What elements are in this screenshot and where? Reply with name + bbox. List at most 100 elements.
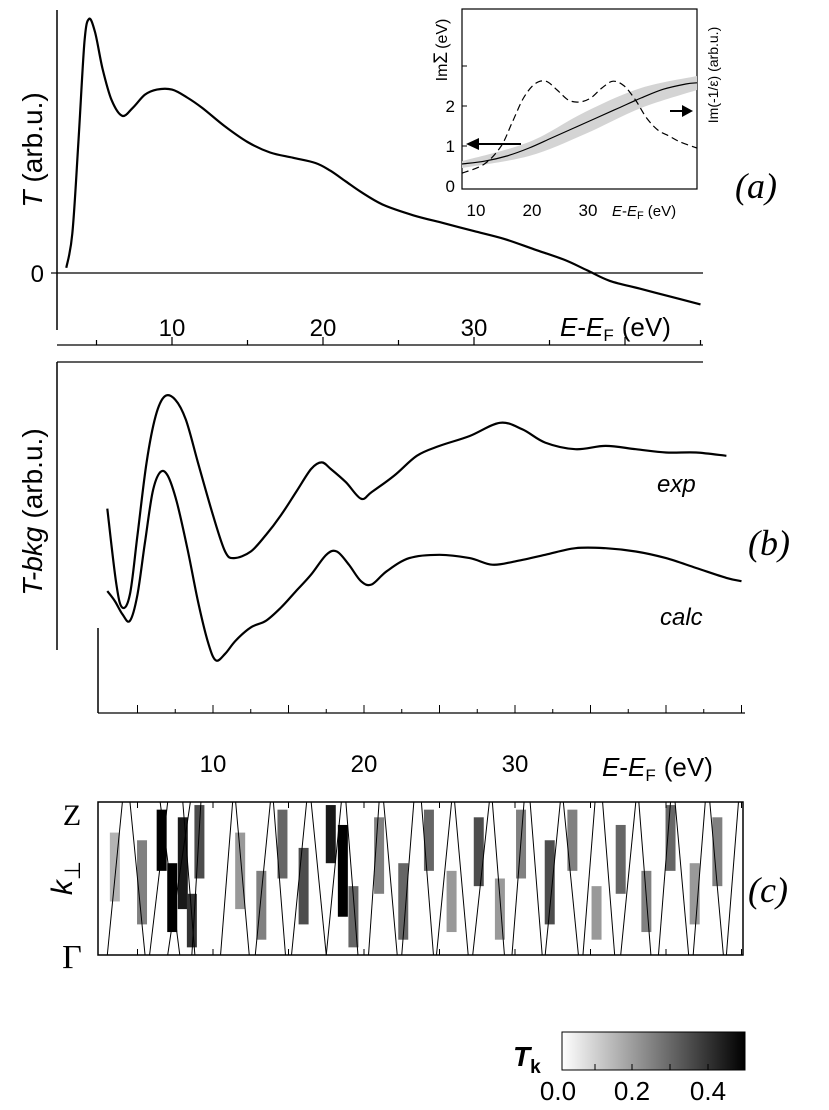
band-line [602, 802, 616, 955]
band-line [544, 802, 561, 955]
band-line [454, 802, 469, 955]
band-line [325, 802, 342, 955]
heatmap-cell [567, 809, 578, 871]
band-line [435, 802, 453, 955]
panel-a-x-tick-label-30: 30 [461, 315, 488, 342]
panel-b-label: (b) [748, 523, 790, 563]
panel-a-y-tick-label-0: 0 [31, 261, 44, 288]
heatmap-cell [256, 870, 267, 940]
colorbar-tick-label-0: 0.0 [540, 1076, 576, 1106]
band-line [420, 802, 434, 955]
panel-a-xlabel: E-EF (eV) [560, 312, 671, 345]
band-line [182, 802, 196, 955]
band-line [674, 802, 690, 955]
panel-a-inset: 0 1 2 10 20 30 E-EF (eV) ImΣ(eV) Im(-1/ε)… [431, 8, 721, 222]
band-line [657, 802, 672, 955]
heatmap-cell [177, 817, 188, 910]
heatmap-cell [137, 840, 148, 925]
colorbar-tick-label-2: 0.4 [690, 1076, 726, 1106]
band-line [291, 802, 308, 955]
band-line [129, 802, 146, 955]
band-line [310, 802, 327, 955]
heatmap-cell [591, 886, 602, 940]
inset-im-sigma-curve [462, 82, 697, 165]
inset-ylabel-right: Im(-1/ε) (arb.u.) [705, 27, 721, 123]
panel-c-y-tick-label-Z: Z [63, 799, 81, 832]
band-line [383, 802, 398, 955]
inset-loss-function-curve [462, 80, 697, 174]
band-line [709, 802, 724, 955]
panel-c: Z Γ k⊥ (c) [46, 799, 788, 976]
heatmap-cell [156, 809, 167, 871]
heatmap-cell [544, 840, 555, 925]
panel-b-calc-label: calc [660, 604, 703, 631]
panel-c-label: (c) [748, 870, 788, 910]
panel-b-x-tick-label-30: 30 [502, 751, 529, 778]
inset-x-tick-label-20: 20 [523, 201, 542, 220]
inset-left-arrow [466, 138, 521, 150]
band-line [511, 802, 525, 955]
heatmap-cell [446, 870, 457, 933]
inset-y-tick-label-2: 2 [446, 97, 455, 116]
band-line [491, 802, 505, 955]
colorbar-tick-label-1: 0.2 [614, 1076, 650, 1106]
inset-y-tick-label-1: 1 [446, 137, 455, 156]
band-line [149, 802, 169, 955]
panel-b: 10 20 30 E-EF (eV) T-bkg(arb.u.) exp calc… [17, 361, 790, 785]
heatmap-cell [298, 847, 309, 925]
heatmap-cell [494, 878, 505, 940]
heatmap-cell [109, 832, 120, 902]
panel-a-x-tick-label-20: 20 [310, 315, 337, 342]
panel-a-label: (a) [735, 166, 777, 206]
band-line [582, 802, 596, 955]
heatmap-cell [665, 805, 676, 871]
panel-a-ylabel: T(arb.u.) [17, 92, 48, 207]
band-line [272, 802, 286, 955]
heatmap-cell [348, 886, 359, 948]
heatmap-cell [235, 832, 246, 910]
inset-ylabel-left: ImΣ(eV) [431, 19, 452, 82]
panel-b-exp-curve [106, 394, 727, 610]
band-line [692, 802, 706, 955]
band-line [620, 802, 637, 955]
panel-b-calc-curve [106, 469, 742, 662]
heatmap-cell [615, 824, 626, 894]
colorbar-gradient [561, 1031, 746, 1071]
panel-b-ylabel: T-bkg(arb.u.) [17, 428, 48, 595]
heatmap-cell [337, 824, 348, 917]
band-line [345, 802, 359, 955]
heatmap-cell [398, 863, 409, 940]
colorbar-label: Tk [513, 1041, 541, 1078]
heatmap-cell [473, 817, 484, 887]
panel-c-frame [97, 801, 744, 956]
inset-right-arrow [670, 105, 693, 117]
heatmap-cell [689, 863, 700, 925]
heatmap-cell [712, 817, 723, 887]
band-line [106, 802, 123, 955]
band-line [401, 802, 415, 955]
panel-a-x-tick-label-10: 10 [159, 315, 186, 342]
band-line [562, 802, 579, 955]
inset-xlabel: E-EF (eV) [612, 203, 676, 222]
band-line [368, 802, 380, 955]
band-line [235, 802, 250, 955]
panel-c-y-tick-label-Gamma: Γ [62, 939, 82, 976]
band-line [725, 802, 739, 955]
panel-a-transmission-curve [65, 17, 701, 306]
band-line [638, 802, 652, 955]
band-line [167, 802, 191, 955]
panel-b-x-tick-label-20: 20 [351, 751, 378, 778]
heatmap-cell [325, 805, 336, 864]
colorbar: Tk 0.0 0.2 0.4 [513, 1031, 746, 1106]
band-line [529, 802, 543, 955]
panel-b-exp-label: exp [657, 471, 696, 498]
panel-c-ylabel: k⊥ [46, 861, 85, 895]
inset-x-tick-label-10: 10 [467, 201, 486, 220]
panel-b-xlabel: E-EF (eV) [602, 752, 713, 785]
inset-y-tick-label-0: 0 [446, 177, 455, 196]
heatmap-cell [423, 809, 434, 871]
panel-b-x-tick-label-10: 10 [200, 751, 227, 778]
band-line [220, 802, 234, 955]
heatmap-cell [374, 817, 385, 894]
